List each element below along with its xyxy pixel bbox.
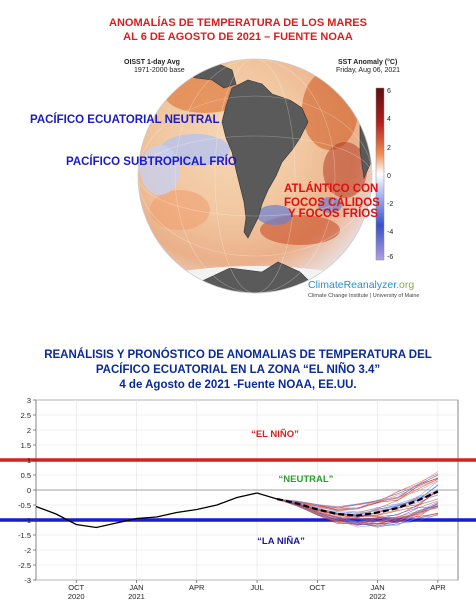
- annotation-atlantico-1: ATLÁNTICO CON: [284, 183, 379, 195]
- credit-sub: Climate Change Institute | University of…: [308, 293, 420, 299]
- annotation-pacifico-frio: PACÍFICO SUBTROPICAL FRÍO: [66, 156, 237, 168]
- cold-anomaly-patch: [140, 145, 180, 195]
- variable-label: SST Anomaly (°C): [338, 59, 398, 66]
- credit-logo: ClimateReanalyzer.org: [308, 279, 414, 291]
- date-label: Friday, Aug 06, 2021: [336, 67, 401, 74]
- colorbar-tick-label: 0: [387, 173, 391, 180]
- chart-series: [35, 490, 439, 529]
- x-tick-label: JUL: [250, 583, 263, 592]
- y-tick-label: 2.5: [21, 411, 31, 420]
- warm-anomaly-patch: [323, 142, 367, 198]
- forecast-title-line1: REANÁLISIS Y PRONÓSTICO DE ANOMALIAS DE …: [44, 349, 432, 361]
- annotation-pacifico-neutral: PACÍFICO ECUATORIAL NEUTRAL: [30, 114, 220, 126]
- chart-y-ticks: 3 2.5 2 1.5 1 0.5 0 -0.5 -1 -1.5 -2 -2.5 -3: [18, 396, 36, 585]
- y-tick-label: 1: [27, 456, 31, 465]
- ensemble-mean-line: [276, 490, 439, 517]
- colorbar-tick-label: -6: [387, 254, 394, 261]
- annotation-atlantico-3: Y FOCOS FRÍOS: [288, 208, 378, 220]
- ensemble-member-line: [277, 475, 439, 509]
- product-base: 1971-2000 base: [134, 67, 185, 74]
- south-america-landmass: [221, 79, 309, 239]
- y-tick-label: -2: [24, 546, 31, 555]
- ensemble-member-line: [277, 498, 438, 525]
- x-tick-label: JAN: [129, 583, 143, 592]
- colorbar-tick-label: 4: [387, 116, 391, 123]
- warm-anomaly-patch: [150, 190, 210, 230]
- label-la-nina: “LA NIÑA”: [257, 536, 305, 547]
- y-tick-label: -1.5: [18, 531, 31, 540]
- map-title-line2: AL 6 DE AGOSTO DE 2021 – FUENTE NOAA: [123, 31, 353, 43]
- product-name: OISST 1-day Avg: [124, 59, 180, 66]
- colorbar-tick-label: -4: [387, 229, 394, 236]
- x-tick-label: OCT: [309, 583, 325, 592]
- y-tick-label: 0: [27, 486, 31, 495]
- ensemble-member-line: [277, 473, 439, 510]
- colorbar: [375, 87, 385, 261]
- x-tick-year-label: 2020: [68, 592, 85, 601]
- observed-line: [35, 492, 278, 529]
- annotation-atlantico-2: FOCOS CÁLIDOS: [284, 197, 380, 209]
- cold-anomaly-patch: [318, 197, 342, 213]
- forecast-title-line3: 4 de Agosto de 2021 -Fuente NOAA, EE.UU.: [119, 379, 357, 391]
- y-tick-label: 2: [27, 426, 31, 435]
- credit-main: ClimateReanalyzer: [308, 279, 397, 291]
- y-tick-label: 1.5: [21, 441, 31, 450]
- x-tick-year-label: 2022: [369, 592, 386, 601]
- y-tick-label: 3: [27, 396, 31, 405]
- colorbar-tick-label: 6: [387, 88, 391, 95]
- cold-anomaly-patch: [257, 205, 293, 225]
- nino34-forecast-chart: 32.521.510.50-0.5-1-1.5-2-2.5-3 OCT2020J…: [0, 396, 476, 601]
- x-tick-label: OCT: [68, 583, 84, 592]
- forecast-title-line2: PACÍFICO ECUATORIAL EN LA ZONA “EL NIÑO …: [95, 364, 381, 376]
- x-tick-label: APR: [430, 583, 446, 592]
- y-tick-label: -2.5: [18, 561, 31, 570]
- y-tick-label: 0.5: [21, 471, 31, 480]
- y-tick-label: -1: [24, 516, 31, 525]
- warm-anomaly-patch: [302, 70, 358, 150]
- label-el-nino: “EL NIÑO”: [251, 429, 299, 440]
- ensemble-member-line: [277, 498, 439, 524]
- ensemble-member-line: [277, 498, 439, 522]
- x-tick-year-label: 2021: [128, 592, 145, 601]
- credit-org: .org: [396, 279, 415, 291]
- colorbar-tick-label: -2: [387, 201, 394, 208]
- map-title-line1: ANOMALÍAS DE TEMPERATURA DE LOS MARES: [109, 17, 367, 29]
- sst-globe-map: [137, 58, 385, 294]
- y-tick-label: -0.5: [18, 501, 31, 510]
- ensemble-member-line: [277, 478, 439, 513]
- label-neutral: “NEUTRAL”: [279, 474, 334, 485]
- chart-threshold-lines: [0, 458, 476, 522]
- x-tick-label: APR: [189, 583, 205, 592]
- y-tick-label: -3: [24, 576, 31, 585]
- colorbar-tick-label: 2: [387, 145, 391, 152]
- x-tick-label: JAN: [371, 583, 385, 592]
